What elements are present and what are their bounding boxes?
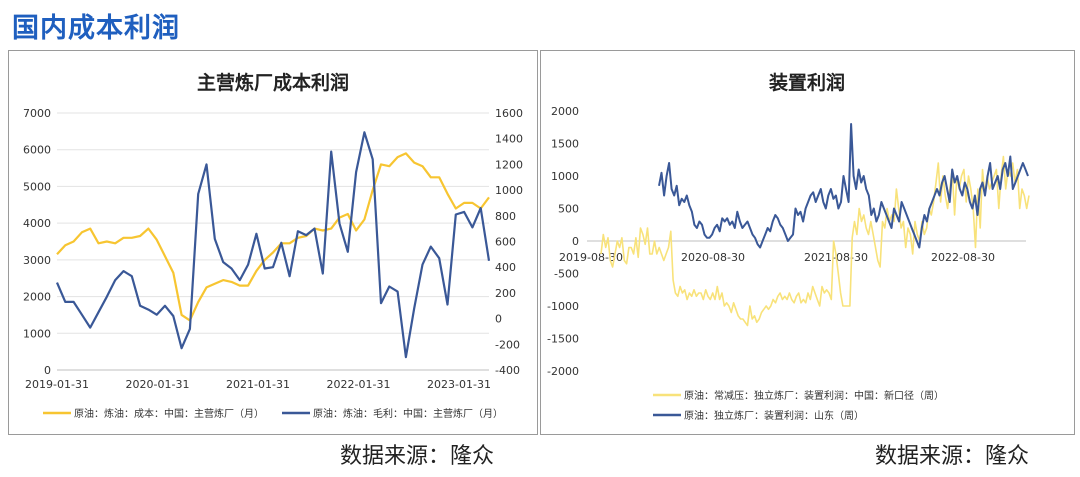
- y-tick-label-right: -400: [495, 364, 520, 377]
- y-tick-label-left: 0: [44, 364, 51, 377]
- y-tick-label: 2000: [551, 105, 579, 118]
- y-tick-label-right: 600: [495, 236, 516, 249]
- legend-label-cdu-new: 原油：常减压：独立炼厂：装置利润：中国：新口径（周）: [684, 389, 944, 402]
- x-tick-label: 2023-01-31: [427, 378, 491, 391]
- y-tick-label-left: 2000: [23, 291, 51, 304]
- y-tick-label: -500: [554, 268, 579, 281]
- legend-label-margin: 原油：炼油：毛利：中国：主营炼厂（月）: [313, 407, 503, 420]
- legend-label-shandong: 原油：独立炼厂：装置利润：山东（周）: [684, 409, 864, 422]
- series-line-margin: [55, 131, 491, 359]
- y-tick-label-left: 7000: [23, 107, 51, 120]
- x-tick-label: 2020-08-30: [681, 251, 745, 264]
- y-tick-label-right: 1600: [495, 107, 523, 120]
- chart-panel-refinery-cost-profit: 主营炼厂成本利润 0 1000 2000 3000 4000 5000 6000 7000 -…: [8, 50, 538, 435]
- chart-panel-unit-profit: 装置利润 -2000 -1500 -1000 -500 0 500 1000 1500 2000…: [540, 50, 1075, 435]
- y-tick-label: 1500: [551, 138, 579, 151]
- y-tick-label-left: 5000: [23, 180, 51, 193]
- y-tick-label-right: 800: [495, 210, 516, 223]
- y-tick-label: 0: [572, 235, 579, 248]
- y-tick-label-right: 1400: [495, 133, 523, 146]
- page-title: 国内成本利润: [12, 13, 180, 44]
- y-tick-label: 1000: [551, 170, 579, 183]
- x-tick-label: 2019-01-31: [25, 378, 89, 391]
- y-tick-label-right: 400: [495, 261, 516, 274]
- y-tick-label-left: 1000: [23, 327, 51, 340]
- x-tick-label: 2021-01-31: [226, 378, 290, 391]
- series-line-shandong: [658, 123, 1029, 249]
- y-tick-label: -1500: [547, 333, 579, 346]
- data-source-left: 数据来源：隆众: [340, 444, 495, 469]
- y-tick-label: 500: [558, 203, 579, 216]
- y-tick-label-right: 200: [495, 287, 516, 300]
- y-tick-label-right: 1000: [495, 184, 523, 197]
- chart-unit-profit: 装置利润 -2000 -1500 -1000 -500 0 500 1000 1500 2000…: [547, 71, 1030, 422]
- y-tick-label: -2000: [547, 365, 579, 378]
- x-tick-label: 2019-08-30: [559, 251, 623, 264]
- y-tick-label-right: 1200: [495, 158, 523, 171]
- y-tick-label-right: -200: [495, 338, 520, 351]
- data-source-right: 数据来源：隆众: [875, 444, 1030, 469]
- chart-title: 主营炼厂成本利润: [197, 71, 349, 94]
- x-tick-label: 2022-08-30: [931, 251, 995, 264]
- y-tick-label-left: 6000: [23, 144, 51, 157]
- legend-label-cost: 原油：炼油：成本：中国：主营炼厂（月）: [74, 407, 264, 420]
- y-tick-label: -1000: [547, 300, 579, 313]
- series-line-cost: [56, 152, 490, 322]
- x-tick-label: 2020-01-31: [126, 378, 190, 391]
- y-tick-label-right: 0: [495, 313, 502, 326]
- y-tick-label-left: 4000: [23, 217, 51, 230]
- x-tick-label: 2022-01-31: [327, 378, 391, 391]
- y-tick-label-left: 3000: [23, 254, 51, 267]
- chart-title: 装置利润: [768, 71, 845, 94]
